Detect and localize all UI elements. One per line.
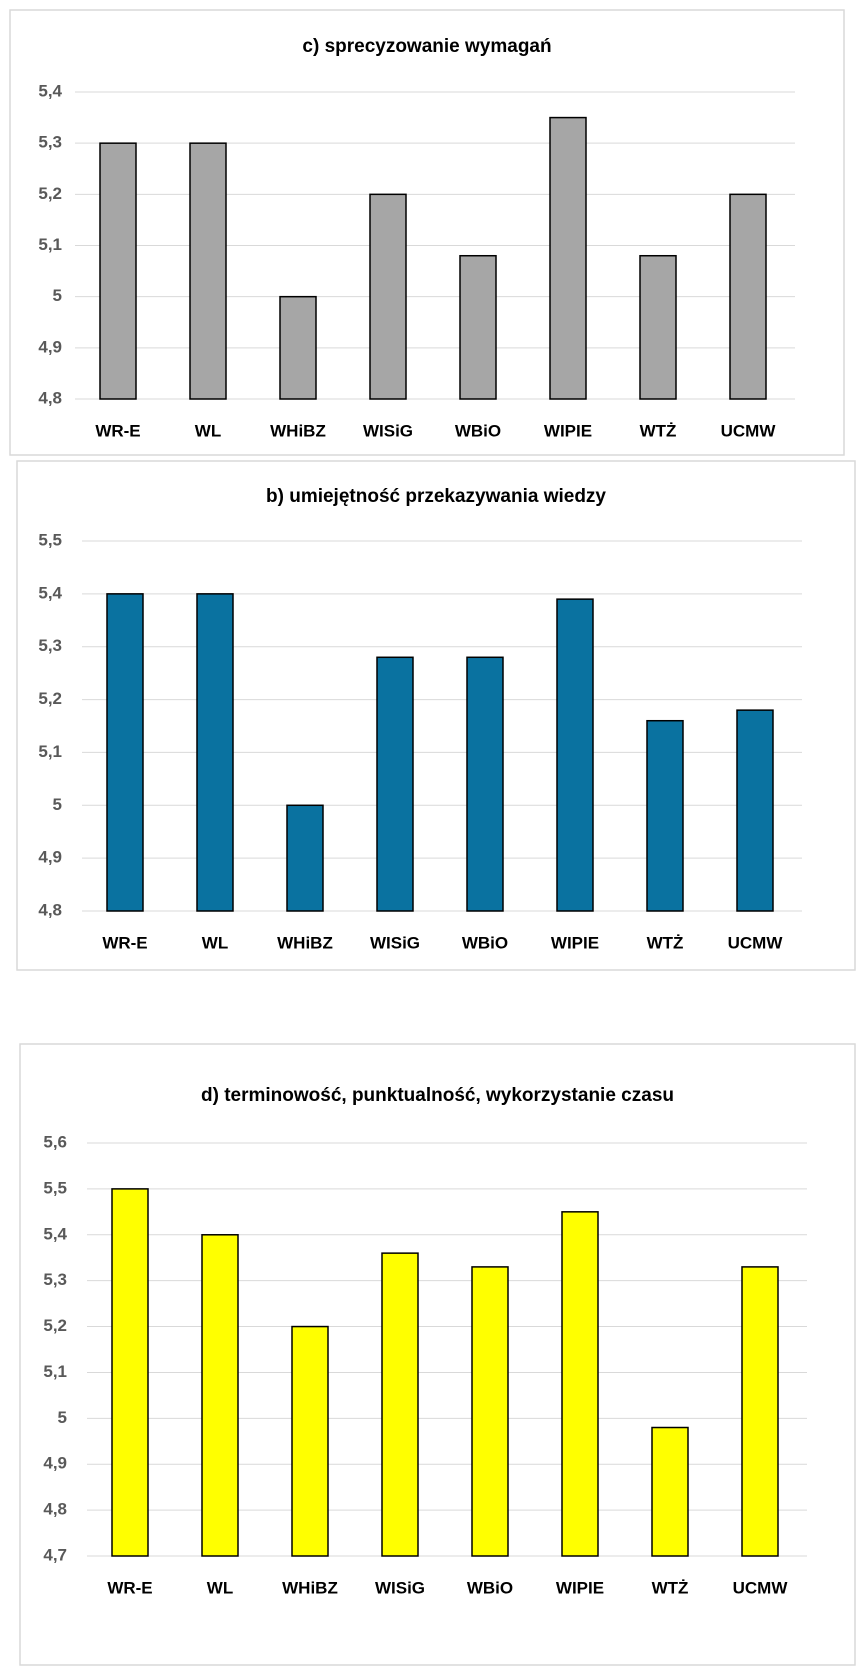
- bar: [639, 254, 677, 400]
- y-tick-label: 5: [53, 795, 62, 814]
- y-tick-label: 5,3: [38, 133, 62, 152]
- x-tick-label: WHiBZ: [270, 421, 326, 440]
- bar: [381, 1252, 419, 1557]
- bar: [189, 142, 227, 400]
- x-tick-label: WISiG: [375, 1578, 425, 1597]
- chart-title: c) sprecyzowanie wymagań: [302, 36, 551, 57]
- y-tick-label: 5,3: [43, 1270, 67, 1289]
- y-tick-label: 4,8: [38, 900, 62, 919]
- y-tick-label: 4,9: [43, 1454, 67, 1473]
- x-tick-label: WTŻ: [640, 421, 677, 440]
- bar: [106, 593, 144, 912]
- x-tick-label: WIPIE: [551, 933, 599, 952]
- chart-title: b) umiejętność przekazywania wiedzy: [266, 486, 606, 507]
- y-tick-label: 5: [53, 286, 62, 305]
- bar: [286, 804, 324, 912]
- x-tick-label: WIPIE: [556, 1578, 604, 1597]
- bar: [196, 593, 234, 912]
- y-tick-label: 4,7: [43, 1545, 67, 1564]
- chart-frame: [9, 9, 845, 456]
- x-tick-label: WTŻ: [647, 933, 684, 952]
- x-tick-label: WISiG: [363, 421, 413, 440]
- x-tick-label: UCMW: [728, 933, 784, 952]
- y-tick-label: 5,6: [43, 1132, 67, 1151]
- y-tick-label: 5,3: [38, 636, 62, 655]
- y-tick-label: 5,2: [43, 1316, 67, 1335]
- bar: [549, 116, 587, 400]
- y-tick-label: 5,4: [43, 1224, 67, 1243]
- y-tick-label: 5,5: [38, 530, 62, 549]
- chart-title: d) terminowość, punktualność, wykorzysta…: [201, 1085, 674, 1106]
- y-tick-label: 4,9: [38, 337, 62, 356]
- x-tick-label: WR-E: [102, 933, 147, 952]
- bar: [736, 709, 774, 912]
- x-tick-label: WR-E: [107, 1578, 152, 1597]
- bar: [376, 656, 414, 912]
- bar: [556, 598, 594, 912]
- x-tick-label: WL: [207, 1578, 233, 1597]
- y-tick-label: 5,4: [38, 583, 62, 602]
- x-tick-label: WBiO: [462, 933, 508, 952]
- x-tick-label: UCMW: [721, 421, 777, 440]
- x-tick-label: WHiBZ: [282, 1578, 338, 1597]
- bar: [561, 1211, 599, 1557]
- bar: [741, 1266, 779, 1557]
- bar: [369, 193, 407, 400]
- y-tick-label: 5,1: [43, 1362, 67, 1381]
- y-tick-label: 5,4: [38, 81, 62, 100]
- bar: [466, 656, 504, 912]
- x-tick-label: WR-E: [95, 421, 140, 440]
- bar: [646, 719, 684, 912]
- x-tick-label: WIPIE: [544, 421, 592, 440]
- y-tick-label: 5,2: [38, 689, 62, 708]
- bar: [291, 1325, 329, 1557]
- y-tick-label: 5,5: [43, 1178, 67, 1197]
- bar: [729, 193, 767, 400]
- bar: [651, 1426, 689, 1557]
- chart-frame: [16, 460, 856, 971]
- x-tick-label: WBiO: [455, 421, 501, 440]
- bar: [279, 295, 317, 400]
- y-tick-label: 5,1: [38, 742, 62, 761]
- chart-frame: [19, 1043, 856, 1666]
- bar: [201, 1234, 239, 1557]
- y-tick-label: 5: [58, 1408, 67, 1427]
- y-tick-label: 4,8: [43, 1500, 67, 1519]
- y-tick-label: 4,9: [38, 848, 62, 867]
- bar: [99, 142, 137, 400]
- x-tick-label: WL: [202, 933, 228, 952]
- bar: [111, 1188, 149, 1557]
- x-tick-label: WHiBZ: [277, 933, 333, 952]
- bar: [471, 1266, 509, 1557]
- y-tick-label: 5,2: [38, 184, 62, 203]
- x-tick-label: UCMW: [733, 1578, 789, 1597]
- y-tick-label: 4,8: [38, 388, 62, 407]
- y-tick-label: 5,1: [38, 235, 62, 254]
- x-tick-label: WTŻ: [652, 1578, 689, 1597]
- x-tick-label: WBiO: [467, 1578, 513, 1597]
- x-tick-label: WISiG: [370, 933, 420, 952]
- bar: [459, 254, 497, 400]
- x-tick-label: WL: [195, 421, 221, 440]
